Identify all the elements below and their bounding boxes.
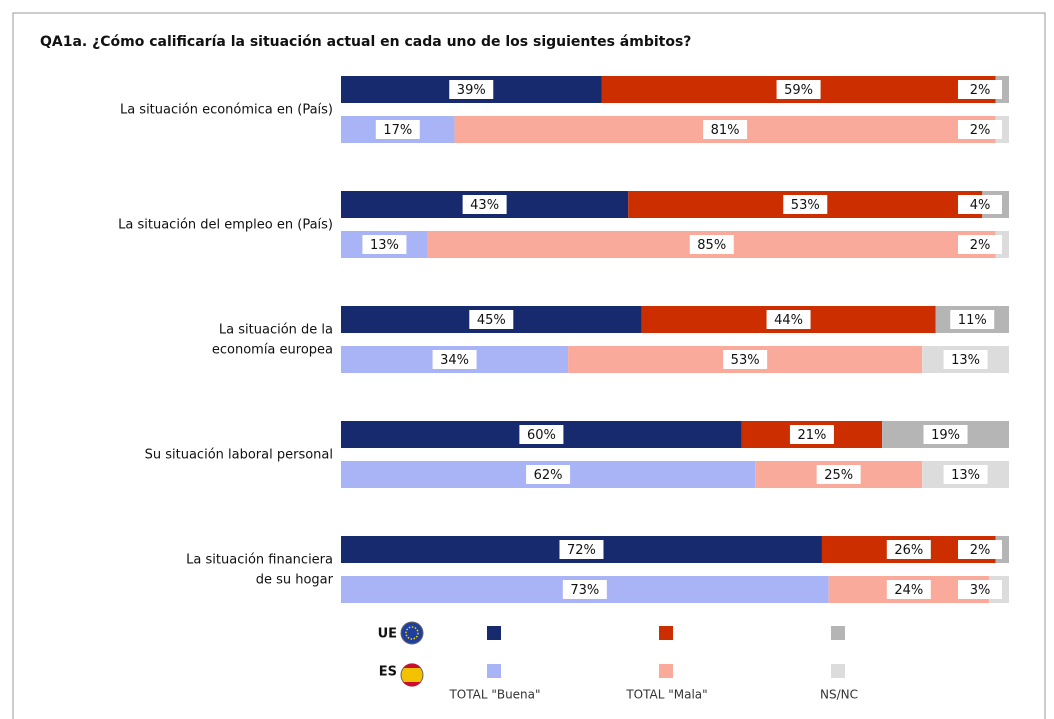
label-box: [362, 235, 407, 254]
label-box: [886, 540, 931, 559]
data-label: 73%: [570, 583, 599, 598]
data-label: 60%: [527, 428, 556, 443]
label-box: [462, 195, 507, 214]
data-label: 17%: [383, 123, 412, 138]
label-box: [723, 350, 768, 369]
label-box: [526, 465, 571, 484]
label-box: [943, 465, 988, 484]
data-label: 13%: [951, 353, 980, 368]
category-label: La situación del empleo en (País): [118, 217, 333, 232]
legend-group: UE: [378, 627, 397, 642]
category-label: Su situación laboral personal: [145, 447, 333, 462]
label-box: [958, 540, 1002, 559]
data-label: 59%: [784, 83, 813, 98]
es-flag: [400, 663, 424, 687]
label-box: [432, 350, 477, 369]
data-label: 44%: [774, 313, 803, 328]
data-label: 43%: [470, 198, 499, 213]
data-label: 24%: [894, 583, 923, 598]
legend-group: ES: [379, 665, 397, 680]
chart-title: QA1a. ¿Cómo calificaría la situación act…: [40, 34, 691, 50]
label-box: [943, 350, 988, 369]
eu-flag: [400, 621, 424, 645]
legend-label: NS/NC: [820, 688, 858, 702]
data-label: 4%: [970, 198, 991, 213]
data-label: 85%: [697, 238, 726, 253]
data-label: 53%: [791, 198, 820, 213]
label-box: [958, 195, 1002, 214]
legend-label: TOTAL "Mala": [625, 688, 707, 702]
label-box: [469, 310, 514, 329]
data-label: 19%: [931, 428, 960, 443]
frame: [12, 12, 1046, 719]
label-box: [562, 580, 607, 599]
legend-swatch: [659, 664, 673, 678]
data-label: 72%: [567, 543, 596, 558]
legend-label: TOTAL "Buena": [448, 688, 540, 702]
category-label: La situación financiera de su hogar: [186, 552, 333, 587]
category-label: La situación económica en (País): [120, 102, 333, 117]
label-box: [689, 235, 734, 254]
data-label: 3%: [970, 583, 991, 598]
label-box: [375, 120, 420, 139]
data-label: 13%: [370, 238, 399, 253]
label-box: [449, 80, 494, 99]
data-label: 53%: [731, 353, 760, 368]
legend-swatch: [831, 664, 845, 678]
data-label: 34%: [440, 353, 469, 368]
data-label: 26%: [894, 543, 923, 558]
data-label: 21%: [797, 428, 826, 443]
legend-swatch: [831, 626, 845, 640]
category-label: La situación de la economía europea: [212, 322, 333, 357]
legend-swatch: [487, 626, 501, 640]
label-box: [958, 120, 1002, 139]
data-label: 45%: [477, 313, 506, 328]
data-label: 13%: [951, 468, 980, 483]
data-label: 39%: [457, 83, 486, 98]
data-label: 2%: [970, 238, 991, 253]
label-box: [789, 425, 834, 444]
data-label: 81%: [711, 123, 740, 138]
legend-swatch: [487, 664, 501, 678]
label-box: [703, 120, 748, 139]
data-label: 25%: [824, 468, 853, 483]
label-box: [958, 235, 1002, 254]
data-label: 2%: [970, 83, 991, 98]
label-box: [559, 540, 604, 559]
data-label: 11%: [958, 313, 987, 328]
label-box: [958, 580, 1002, 599]
label-box: [886, 580, 931, 599]
data-label: 2%: [970, 543, 991, 558]
label-box: [776, 80, 821, 99]
data-label: 62%: [534, 468, 563, 483]
label-box: [816, 465, 861, 484]
label-box: [958, 80, 1002, 99]
label-box: [766, 310, 811, 329]
label-box: [783, 195, 828, 214]
label-box: [923, 425, 968, 444]
label-box: [519, 425, 564, 444]
data-label: 2%: [970, 123, 991, 138]
label-box: [950, 310, 995, 329]
legend-swatch: [659, 626, 673, 640]
